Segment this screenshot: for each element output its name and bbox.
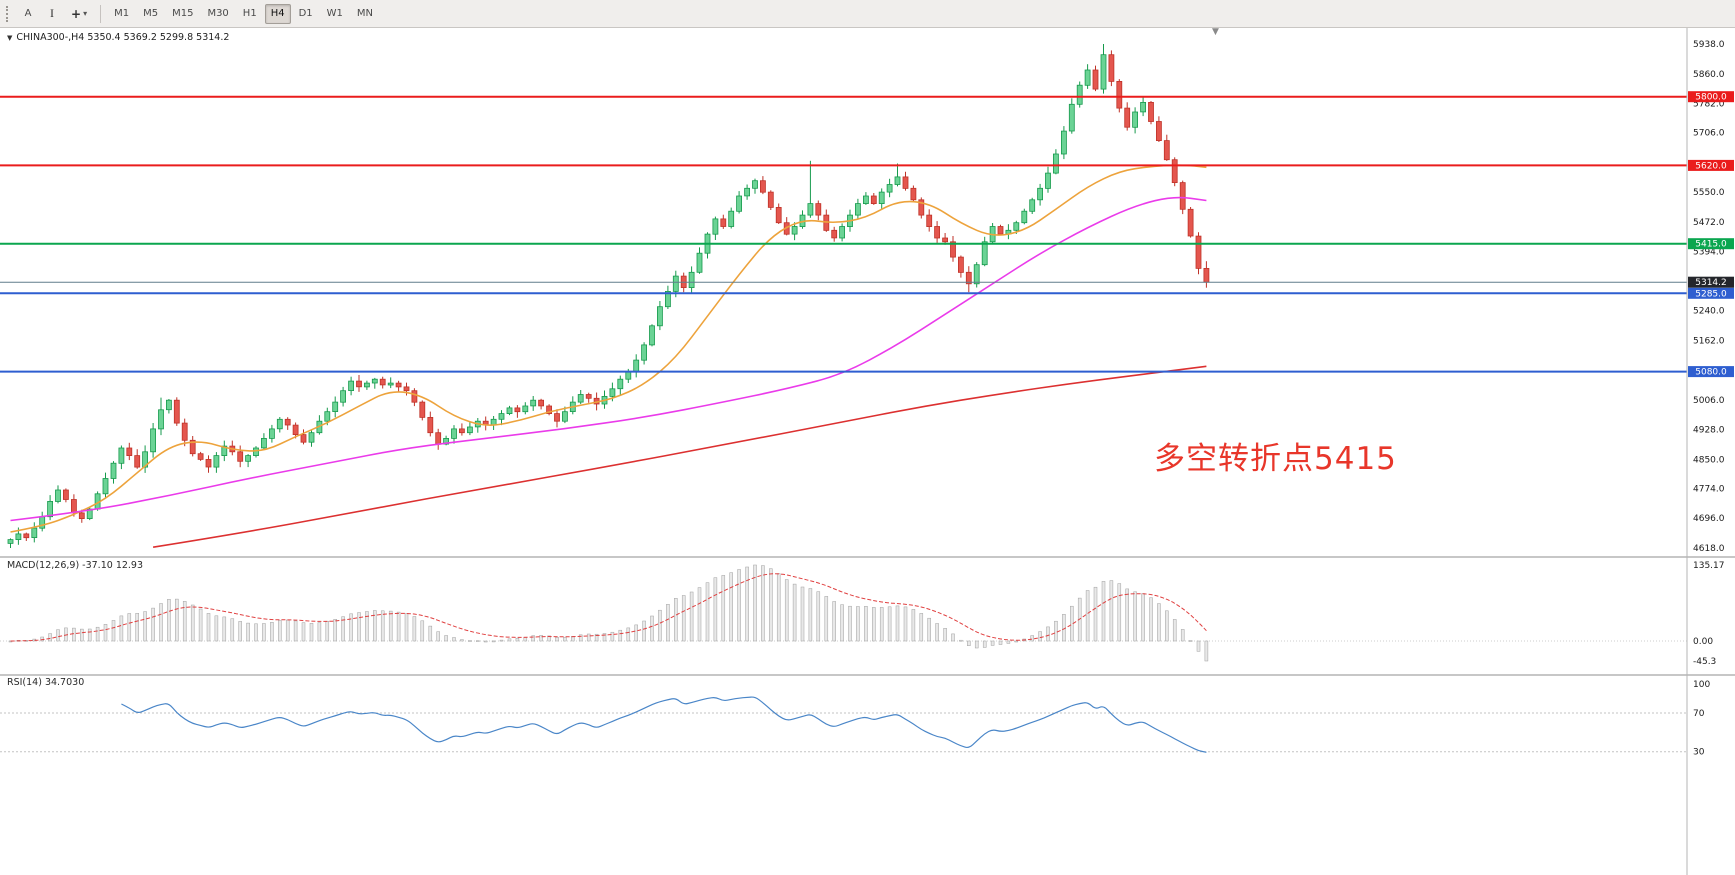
timeframe-button-d1[interactable]: D1 xyxy=(293,4,319,24)
macd-axis-tick: 0.00 xyxy=(1693,637,1713,647)
svg-text:4928.0: 4928.0 xyxy=(1693,426,1725,436)
macd-indicator-label[interactable]: MACD(12,26,9) -37.10 12.93 xyxy=(7,560,144,571)
svg-text:4850.0: 4850.0 xyxy=(1693,455,1725,465)
svg-text:5860.0: 5860.0 xyxy=(1693,70,1725,80)
svg-text:5080.0: 5080.0 xyxy=(1695,368,1727,378)
svg-text:5162.0: 5162.0 xyxy=(1693,336,1725,346)
toolbar: A I + ▾ M1 M5 M15 M30 H1 H4 D1 W1 MN xyxy=(0,0,1735,28)
svg-text:5415.0: 5415.0 xyxy=(1695,240,1727,250)
price-badge-5314.2: 5314.2 xyxy=(1688,276,1734,288)
crosshair-tool-button[interactable]: + ▾ xyxy=(65,4,93,24)
macd-axis-tick: -45.3 xyxy=(1693,657,1716,667)
svg-text:5285.0: 5285.0 xyxy=(1695,289,1727,299)
timeframe-button-m5[interactable]: M5 xyxy=(137,4,164,24)
chevron-down-icon: ▾ xyxy=(83,9,88,18)
timeframe-button-h4[interactable]: H4 xyxy=(264,3,291,24)
macd-axis-tick: 135.17 xyxy=(1693,561,1725,571)
timeframe-button-m1[interactable]: M1 xyxy=(108,4,135,24)
text-cursor-icon: I xyxy=(50,6,54,20)
ma-line-fast-orange xyxy=(10,164,1207,533)
macd-signal-line xyxy=(10,573,1207,642)
rsi-indicator-label[interactable]: RSI(14) 34.7030 xyxy=(7,677,85,688)
chart-shift-marker-icon[interactable]: ▼ xyxy=(1212,27,1219,37)
chart-text-annotation[interactable]: 多空转折点5415 xyxy=(1154,441,1397,477)
svg-text:4618.0: 4618.0 xyxy=(1693,544,1725,554)
one-click-trading-toggle-icon[interactable]: ▼ xyxy=(7,33,13,42)
symbol-title-row: ▼ CHINA300-,H4 5350.4 5369.2 5299.8 5314… xyxy=(7,32,229,43)
chart-canvas[interactable]: 5938.0 5860.0 5782.0 5706.0 5550.0 5472.0 5394… xyxy=(0,28,1735,875)
svg-text:5006.0: 5006.0 xyxy=(1693,396,1725,406)
svg-text:4696.0: 4696.0 xyxy=(1693,514,1725,524)
svg-text:5240.0: 5240.0 xyxy=(1693,307,1725,317)
svg-text:5394.0: 5394.0 xyxy=(1693,248,1725,258)
svg-text:5706.0: 5706.0 xyxy=(1693,129,1725,139)
ma-line-slow-red xyxy=(152,365,1207,548)
toolbar-separator xyxy=(100,4,102,23)
timeframe-button-m30[interactable]: M30 xyxy=(201,4,234,24)
ma-line-mid-magenta xyxy=(10,196,1207,522)
chart-window: 5938.0 5860.0 5782.0 5706.0 5550.0 5472.0 5394… xyxy=(0,27,1735,875)
timeframe-button-w1[interactable]: W1 xyxy=(321,4,349,24)
rsi-line xyxy=(121,696,1207,753)
price-badge-5285.0: 5285.0 xyxy=(1688,287,1734,299)
crosshair-icon: + xyxy=(71,6,82,21)
rsi-axis-tick: 100 xyxy=(1693,680,1710,690)
timeframe-button-m15[interactable]: M15 xyxy=(166,4,199,24)
svg-text:5314.2: 5314.2 xyxy=(1695,278,1727,288)
price-axis[interactable]: 5938.0 5860.0 5782.0 5706.0 5550.0 5472.0 5394… xyxy=(1693,40,1725,554)
svg-text:5620.0: 5620.0 xyxy=(1695,161,1727,171)
svg-text:5938.0: 5938.0 xyxy=(1693,40,1725,50)
timeframe-button-h1[interactable]: H1 xyxy=(237,4,263,24)
svg-text:5800.0: 5800.0 xyxy=(1695,93,1727,103)
price-badge-5080.0: 5080.0 xyxy=(1688,366,1734,378)
macd-histogram xyxy=(8,564,1209,662)
candles xyxy=(7,44,1210,548)
svg-text:5550.0: 5550.0 xyxy=(1693,188,1725,198)
cursor-tool-button[interactable]: I xyxy=(41,4,63,24)
rsi-axis-tick: 30 xyxy=(1693,748,1705,758)
timeframe-toolbar: M1 M5 M15 M30 H1 H4 D1 W1 MN xyxy=(108,3,379,24)
symbol-ohlc-title: CHINA300-,H4 5350.4 5369.2 5299.8 5314.2 xyxy=(16,32,230,43)
rsi-axis-tick: 70 xyxy=(1693,709,1705,719)
price-badge-5800.0: 5800.0 xyxy=(1688,91,1734,103)
timeframe-button-mn[interactable]: MN xyxy=(351,4,379,24)
price-badge-5415.0: 5415.0 xyxy=(1688,238,1734,250)
text-label-tool-button[interactable]: A xyxy=(17,4,39,24)
svg-text:4774.0: 4774.0 xyxy=(1693,484,1725,494)
price-badge-5620.0: 5620.0 xyxy=(1688,159,1734,171)
toolbar-drag-handle[interactable] xyxy=(6,5,11,22)
svg-text:5782.0: 5782.0 xyxy=(1693,100,1725,110)
svg-text:5472.0: 5472.0 xyxy=(1693,218,1725,228)
